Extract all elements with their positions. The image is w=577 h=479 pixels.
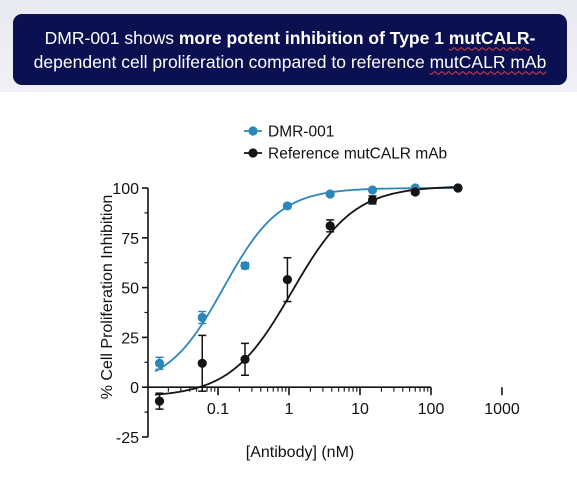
data-point-dmr-001 xyxy=(197,312,207,323)
x-tick-label: 1 xyxy=(285,401,294,418)
title-line-2: dependent cell proliferation compared to… xyxy=(13,50,567,74)
chart-legend: DMR-001 Reference mutCALR mAb xyxy=(244,124,447,163)
data-point-reference xyxy=(453,183,463,193)
x-tick-label: 1000 xyxy=(484,401,520,418)
title-flagged-word-2: mutCALR mAb xyxy=(429,51,547,72)
y-tick-label: -25 xyxy=(116,430,139,447)
y-tick-label: 0 xyxy=(130,380,139,397)
legend-marker xyxy=(248,148,258,158)
title-flagged-word-1: mutCALR xyxy=(448,27,530,48)
data-point-reference xyxy=(154,396,165,406)
data-point-dmr-001 xyxy=(282,201,293,211)
chart-axes: -25 0 25 50 75 100 0.1 1 10 100 1000 xyxy=(112,181,520,447)
data-point-dmr-001 xyxy=(240,261,250,271)
legend-label: DMR-001 xyxy=(268,124,334,141)
x-tick-label: 0.1 xyxy=(207,401,229,418)
legend-marker xyxy=(248,126,258,136)
fit-curve-reference xyxy=(155,186,460,396)
title-line-1: DMR-001 shows more potent inhibition of … xyxy=(13,26,567,50)
y-tick-label: 100 xyxy=(112,181,139,198)
title-bold-text: more potent inhibition of Type 1 xyxy=(178,27,444,48)
data-point-dmr-001 xyxy=(325,189,335,199)
chart-panel xyxy=(0,92,577,479)
title-banner: DMR-001 shows more potent inhibition of … xyxy=(13,14,567,85)
data-point-reference xyxy=(367,195,378,205)
data-point-reference xyxy=(410,187,420,197)
data-point-reference xyxy=(282,275,293,285)
data-point-dmr-001 xyxy=(154,358,165,368)
data-points xyxy=(154,183,463,410)
title-text-2: dependent cell proliferation compared to… xyxy=(33,51,430,72)
y-tick-label: 25 xyxy=(121,330,139,347)
fit-curve-dmr-001 xyxy=(154,187,460,373)
data-point-reference xyxy=(240,354,250,364)
x-tick-label: 10 xyxy=(351,401,369,418)
title-text-1: DMR-001 shows xyxy=(44,27,179,48)
data-point-reference xyxy=(325,221,335,231)
title-hyphen: - xyxy=(529,27,536,48)
y-axis-label: % Cell Proliferation Inhibition xyxy=(99,195,116,400)
legend-label: Reference mutCALR mAb xyxy=(268,146,447,163)
x-tick-label: 100 xyxy=(418,401,445,418)
y-tick-label: 50 xyxy=(121,281,139,298)
data-point-dmr-001 xyxy=(367,185,378,195)
data-point-reference xyxy=(197,358,207,368)
x-axis-label: [Antibody] (nM) xyxy=(246,444,354,461)
y-tick-label: 75 xyxy=(121,231,139,248)
